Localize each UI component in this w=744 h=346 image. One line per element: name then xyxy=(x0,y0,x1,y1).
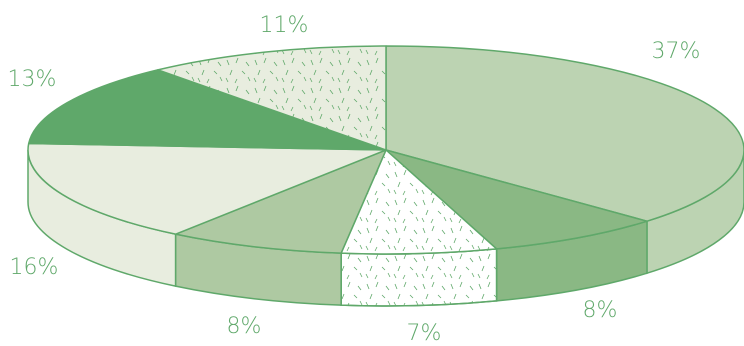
pie-wall-3 xyxy=(341,249,497,306)
slice-label-4: 8% xyxy=(227,314,262,339)
slice-label-6: 13% xyxy=(8,67,57,92)
pie-top-faces xyxy=(28,46,744,254)
slice-label-5: 16% xyxy=(10,255,59,280)
slice-label-1: 37% xyxy=(652,39,701,64)
slice-label-7: 11% xyxy=(260,13,309,38)
slice-label-2: 8% xyxy=(583,298,618,323)
slice-label-3: 7% xyxy=(407,321,442,346)
